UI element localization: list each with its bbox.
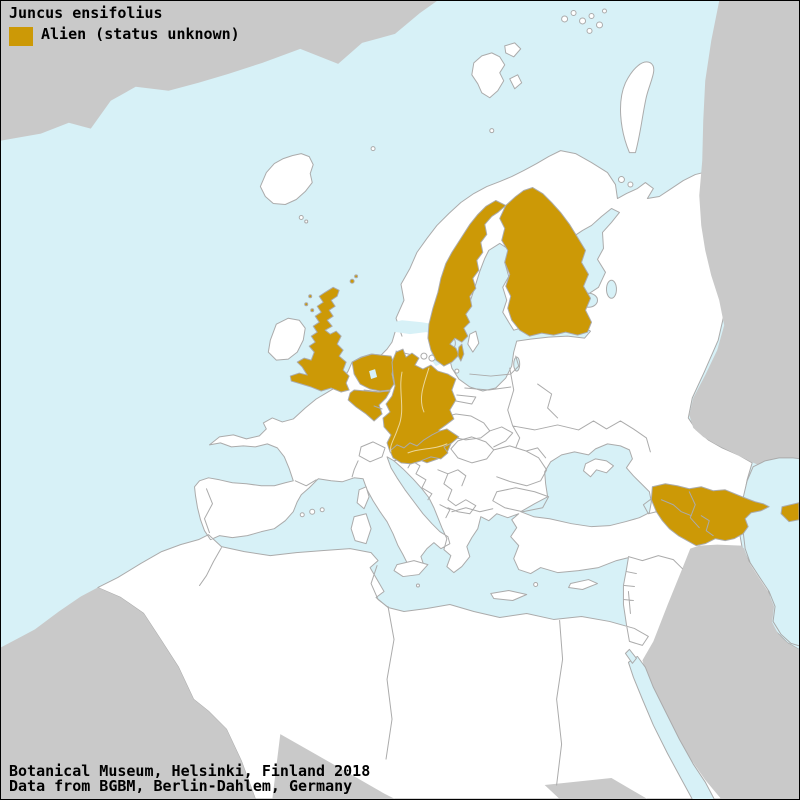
credits-line-2: Data from BGBM, Berlin-Dahlem, Germany [9,777,353,795]
page-title: Juncus ensifolius [9,4,163,22]
sea-gulf-of-suez [624,648,637,664]
island-sardinia [350,513,372,545]
region-austria [389,428,460,465]
region-caucasus [650,483,770,547]
mapped-islands [259,8,655,601]
islands-faroe [298,214,304,220]
credits-line-1: Botanical Museum, Helsinki, Finland 2018 [9,762,371,780]
legend-swatch-alien [9,27,33,46]
island-crete [490,590,528,601]
region-sweden [427,200,507,367]
island-corsica [356,486,370,510]
island-gotland [467,330,480,353]
islands-balearic-2 [309,508,316,515]
islands-denmark-1 [420,352,428,360]
highlighted-internal-borders [363,389,714,537]
region-novaya-zemlya [620,61,655,154]
credits: Botanical Museum, Helsinki, Finland 2018… [9,764,370,794]
region-russia-east [689,1,799,470]
island-cyprus [568,579,599,591]
legend: Alien (status unknown) [9,27,240,46]
sea-red-sea [627,655,715,799]
legend-label-alien: Alien (status unknown) [41,25,240,43]
region-iceland [259,153,314,205]
lake-peipus [513,356,521,372]
region-west-sahara [1,587,256,799]
region-ireland [267,317,306,361]
region-finland [499,187,593,337]
island-jan-mayen [370,146,376,152]
island-rhodes [533,582,539,588]
region-franz-josef-land [561,8,607,34]
lake-onega [605,279,617,299]
sea-ijsselmeer [369,369,378,380]
region-arabia-iran [642,544,799,799]
islands-balearic-1 [299,512,305,518]
island-bear [489,128,495,134]
island-kolguyev [617,176,625,184]
region-crimea [583,458,614,478]
sea-black-sea-azov [520,443,652,528]
highlighted-regions [289,187,799,547]
rivers [390,367,448,454]
island-sicily [393,560,429,578]
region-greenland [1,1,437,141]
islands-faroe-2 [304,219,309,224]
region-gb-isles [304,274,359,313]
region-sudan-strip [544,778,648,799]
islands-balearic-3 [319,507,325,513]
region-svalbard [471,42,523,99]
region-great-britain [289,286,350,393]
sea-overlays [384,207,799,799]
region-caspian-east-patch [780,502,799,523]
island-vaygach [627,181,634,188]
island-bornholm [454,368,460,374]
region-oland [457,343,465,362]
island-malta [415,583,420,588]
region-sahara-south [272,734,396,799]
